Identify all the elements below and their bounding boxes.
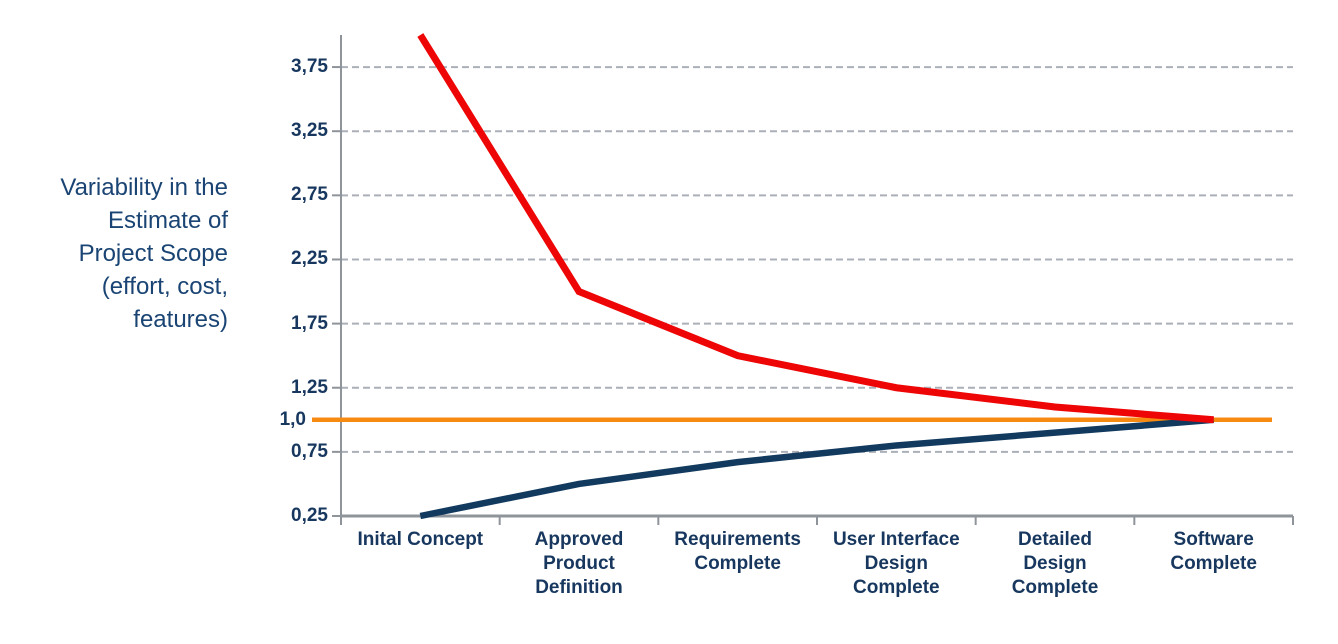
y-tick-label: 2,25 [291,248,328,270]
y-tick-label: 1,25 [291,376,328,398]
y-tick-label: 1,0 [279,408,306,430]
y-tick-label: 0,25 [291,505,328,526]
y-tick-label: 2,75 [291,184,328,206]
y-tick-label: 3,25 [291,120,328,142]
x-category-label: Requirements Complete [674,529,801,574]
x-category-label: Detailed Design Complete [1011,529,1099,598]
y-tick-label: 0,75 [291,440,328,462]
y-axis-title: Variability in the Estimate of Project S… [60,174,228,333]
x-category-label: User Interface Design Complete [832,529,960,598]
upper-bound-estimate-line [417,33,1214,424]
x-category-label: Approved Product Definition [534,529,624,598]
y-tick-label: 1,75 [291,312,328,334]
x-category-label: Software Complete [1170,529,1257,574]
x-category-label: Inital Concept [357,529,484,550]
y-tick-label: 3,75 [291,56,328,78]
lower-bound-estimate-line [419,416,1214,520]
